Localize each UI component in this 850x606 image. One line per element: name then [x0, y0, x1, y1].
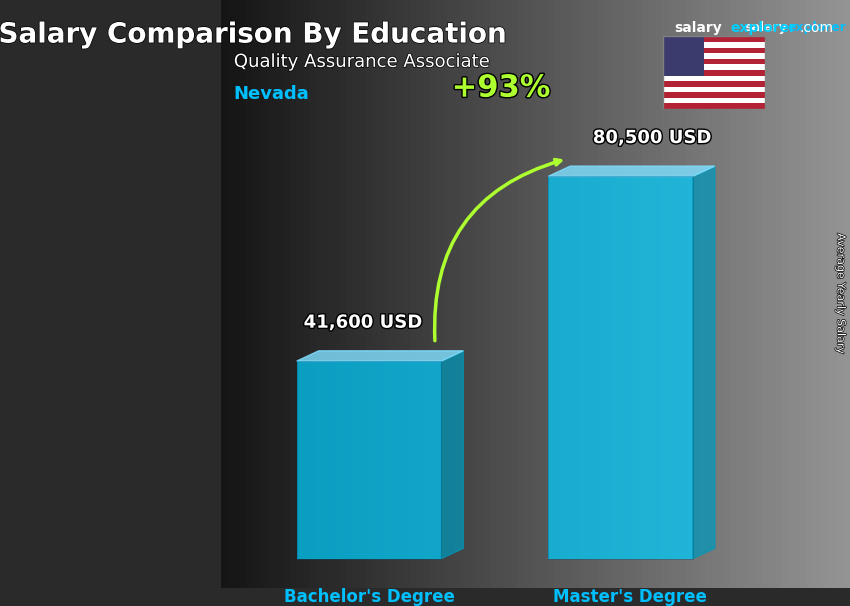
- Polygon shape: [693, 166, 715, 559]
- Text: Salary Comparison By Education: Salary Comparison By Education: [0, 21, 507, 48]
- Bar: [663, 87, 765, 92]
- Bar: [663, 76, 765, 81]
- Text: Nevada: Nevada: [234, 85, 309, 103]
- Bar: [663, 64, 765, 70]
- Bar: [663, 36, 765, 42]
- Text: 41,600 USD: 41,600 USD: [303, 314, 422, 331]
- Text: .com: .com: [800, 21, 834, 35]
- Bar: [663, 42, 765, 47]
- Bar: [663, 36, 704, 76]
- Text: salary: salary: [745, 21, 787, 33]
- Text: Average Yearly Salary: Average Yearly Salary: [836, 233, 846, 355]
- FancyBboxPatch shape: [297, 361, 441, 559]
- Text: Master's Degree: Master's Degree: [553, 588, 707, 606]
- Bar: [663, 98, 765, 104]
- Text: Quality Assurance Associate: Quality Assurance Associate: [234, 53, 490, 71]
- Text: explorer: explorer: [730, 21, 796, 35]
- Text: explorer: explorer: [787, 21, 846, 33]
- Polygon shape: [297, 351, 463, 361]
- Bar: [663, 92, 765, 98]
- Bar: [663, 53, 765, 59]
- Bar: [663, 81, 765, 87]
- Text: Bachelor's Degree: Bachelor's Degree: [284, 588, 455, 606]
- Bar: [663, 104, 765, 109]
- FancyBboxPatch shape: [548, 176, 693, 559]
- Bar: [663, 59, 765, 64]
- Polygon shape: [441, 351, 463, 559]
- Text: 80,500 USD: 80,500 USD: [592, 129, 711, 147]
- Bar: [663, 70, 765, 76]
- Polygon shape: [548, 166, 715, 176]
- Text: salary: salary: [674, 21, 722, 35]
- Text: +93%: +93%: [451, 74, 551, 102]
- Bar: [663, 47, 765, 53]
